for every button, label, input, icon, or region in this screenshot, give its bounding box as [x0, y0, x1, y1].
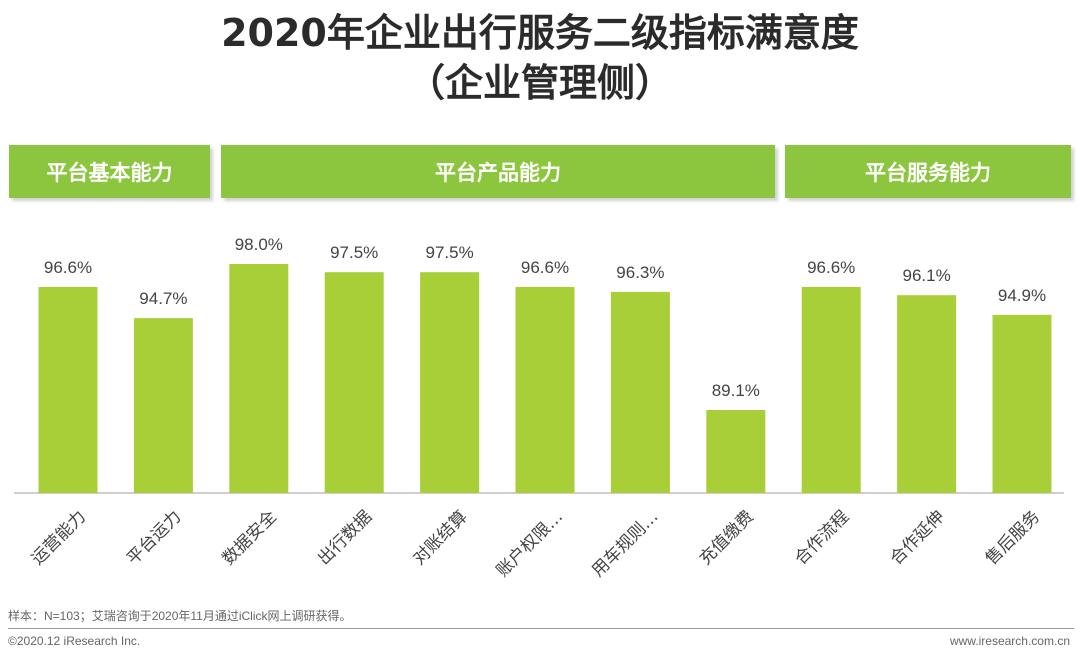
category-label: 合作流程 — [791, 507, 853, 569]
bar-value-label: 96.6% — [807, 258, 855, 277]
bar-value-label: 96.6% — [44, 258, 92, 277]
site-url: www.iresearch.com.cn — [949, 634, 1070, 648]
bar-10 — [897, 295, 957, 493]
category-label: 数据安全 — [219, 507, 281, 569]
bar-1 — [38, 286, 98, 493]
chart-title-line-2: （企业管理侧） — [406, 61, 673, 105]
sample-note: 样本：N=103；艾瑞咨询于2020年11月通过iClick网上调研获得。 — [8, 609, 352, 623]
bar-8 — [706, 410, 766, 493]
category-label: 运营能力 — [28, 507, 90, 569]
bar-6 — [515, 286, 575, 493]
bar-2 — [133, 318, 193, 493]
category-label: 充值缴费 — [696, 507, 758, 569]
category-label: 用车规则… — [588, 507, 662, 581]
bar-value-label: 89.1% — [712, 381, 760, 400]
bar-value-label: 96.1% — [902, 266, 950, 285]
bar-value-label: 96.3% — [616, 263, 664, 282]
bar-value-label: 98.0% — [235, 235, 283, 254]
bar-3 — [229, 264, 289, 493]
bar-value-label: 94.7% — [139, 289, 187, 308]
category-label: 平台运力 — [123, 507, 185, 569]
bar-value-label: 94.9% — [998, 286, 1046, 305]
chart-title-line-1: 2020年企业出行服务二级指标满意度 — [221, 11, 859, 55]
bar-value-label: 96.6% — [521, 258, 569, 277]
bar-value-label: 97.5% — [425, 243, 473, 262]
bar-5 — [420, 272, 480, 493]
bar-4 — [324, 272, 384, 493]
bar-value-label: 97.5% — [330, 243, 378, 262]
copyright: ©2020.12 iResearch Inc. — [8, 634, 141, 648]
category-label: 账户权限… — [493, 507, 567, 581]
category-label: 售后服务 — [982, 507, 1044, 569]
category-label: 出行数据 — [314, 507, 376, 569]
bar-11 — [992, 314, 1052, 493]
chart-title: 2020年企业出行服务二级指标满意度 （企业管理侧） — [0, 8, 1080, 108]
category-label: 合作延伸 — [886, 507, 948, 569]
category-label: 对账结算 — [409, 507, 471, 569]
footer-divider — [8, 628, 1074, 629]
bar-9 — [801, 286, 861, 493]
bar-7 — [610, 291, 670, 493]
